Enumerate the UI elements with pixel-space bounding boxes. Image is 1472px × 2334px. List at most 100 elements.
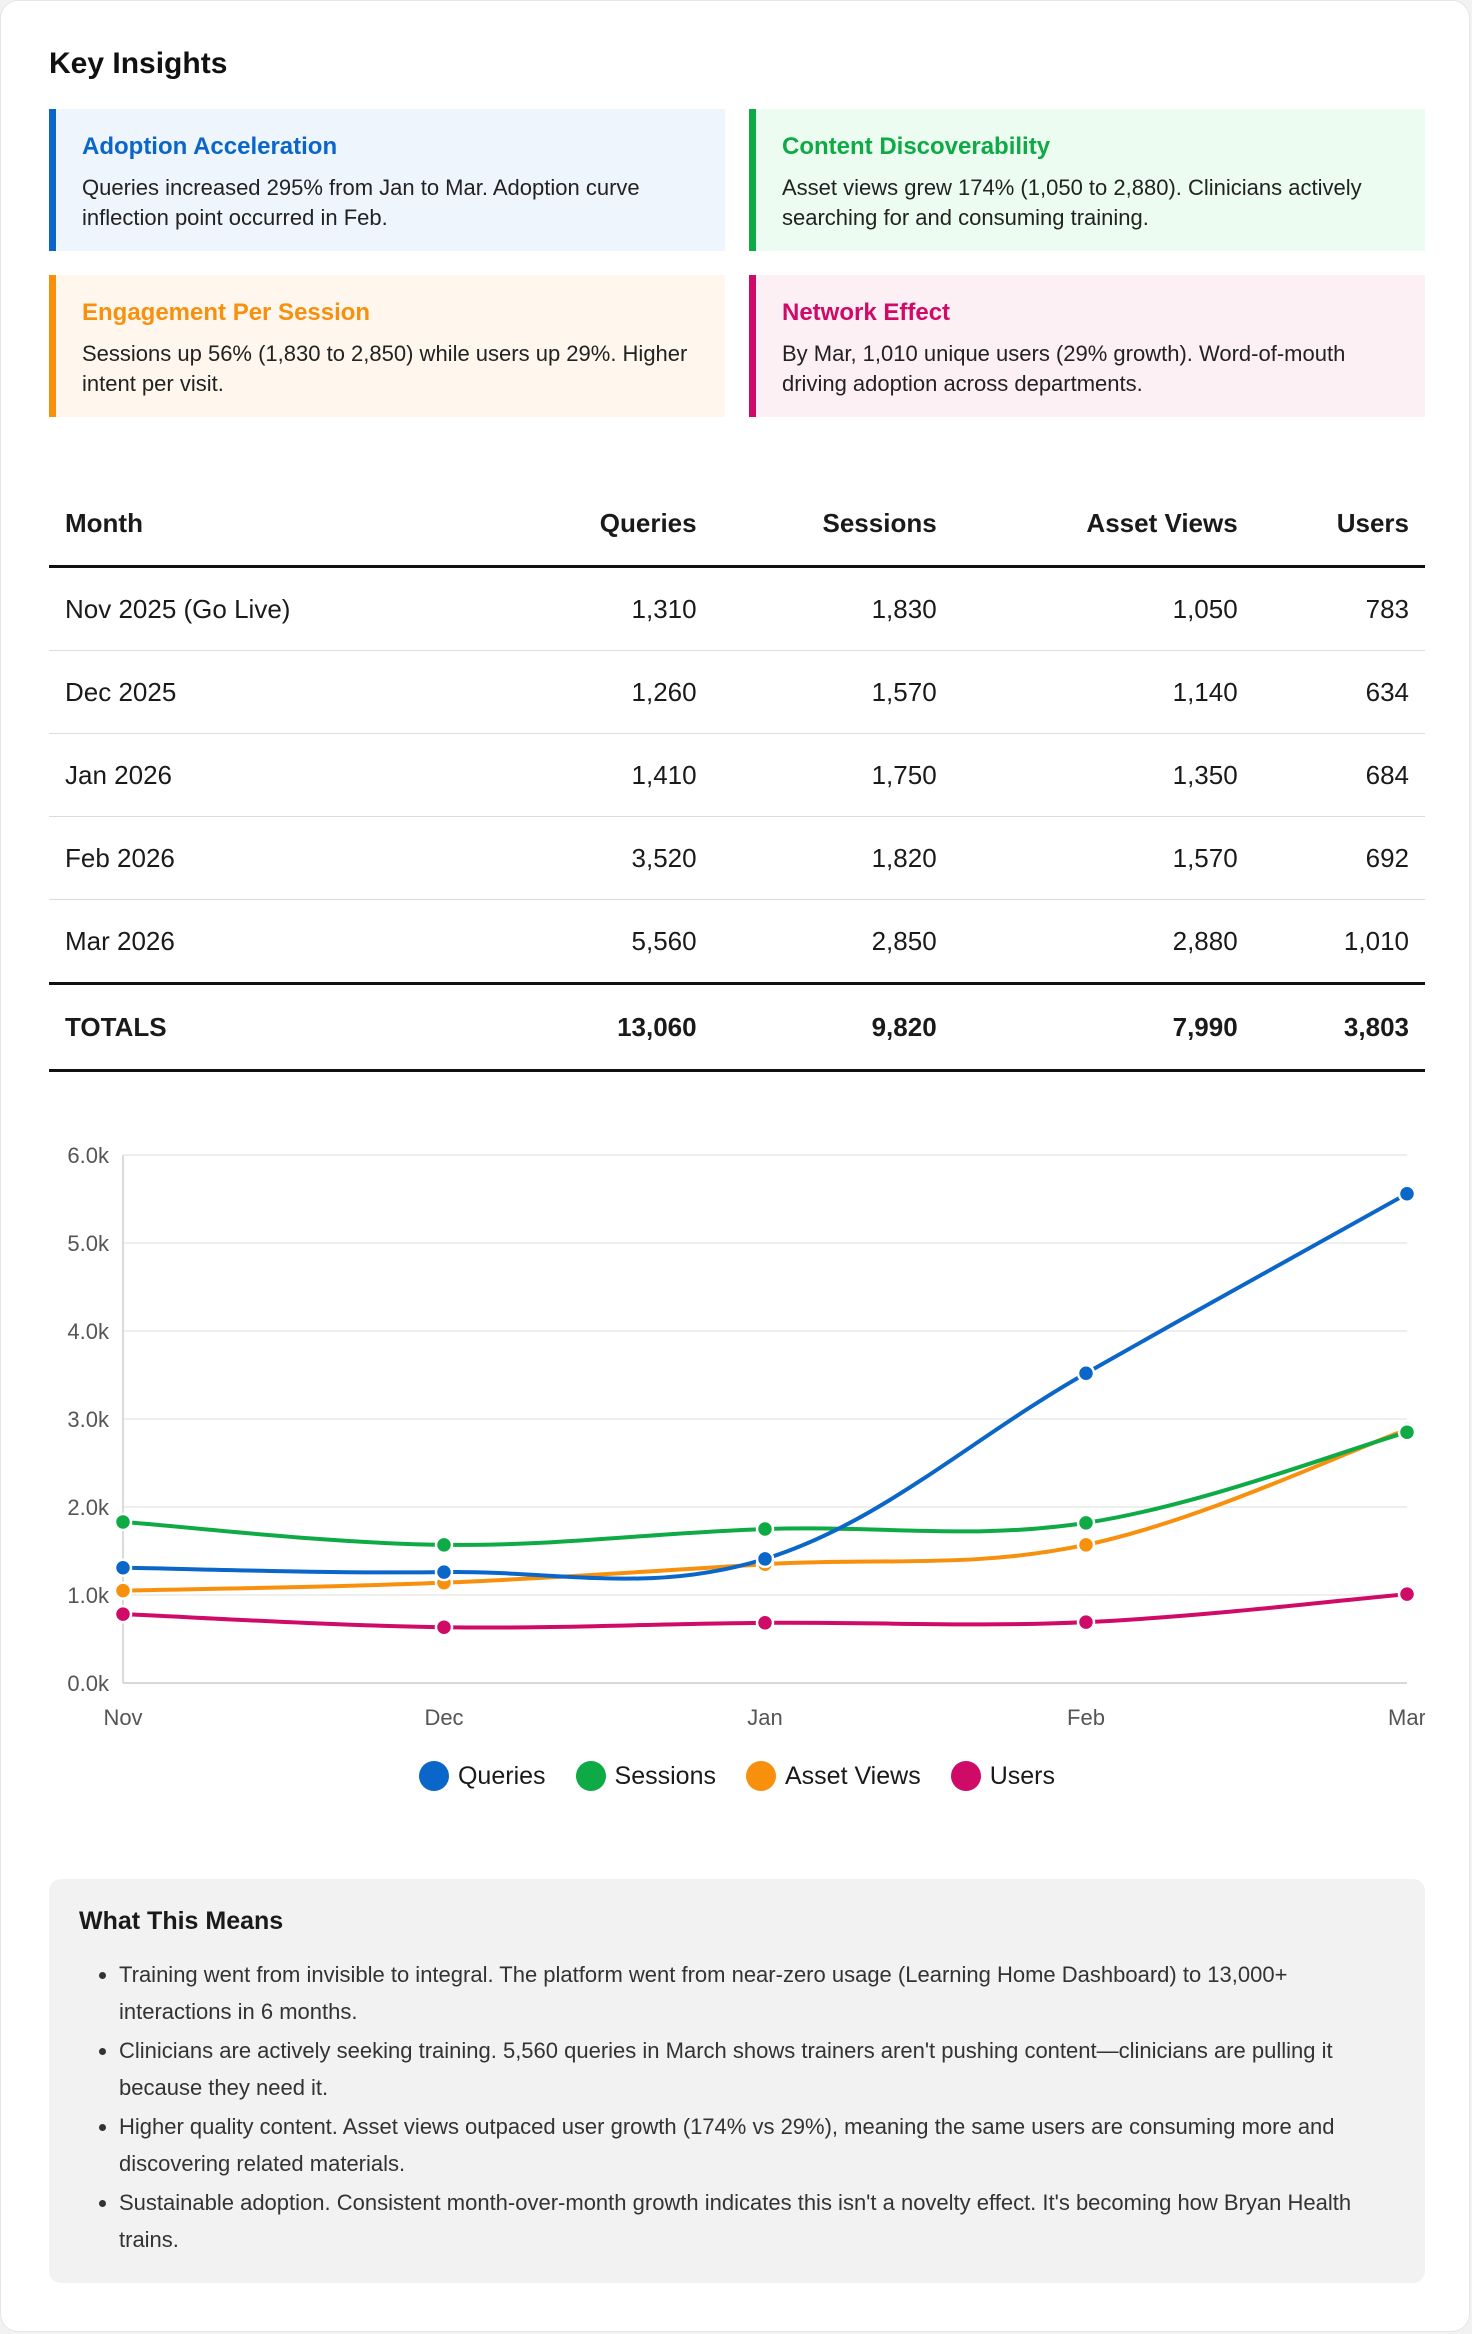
table-cell: 1,310 <box>501 566 713 651</box>
table-cell: 1,350 <box>952 733 1254 817</box>
legend-item-asset-views[interactable]: Asset Views <box>745 1761 921 1791</box>
column-header: Queries <box>501 481 713 568</box>
table-cell: 13,060 <box>501 982 713 1072</box>
data-point-queries <box>1076 1363 1096 1383</box>
data-point-users <box>755 1613 775 1633</box>
table-cell: 1,260 <box>501 650 713 734</box>
means-list: Training went from invisible to integral… <box>79 1956 1395 2258</box>
table-cell: 1,010 <box>1253 899 1425 984</box>
table-row: Jan 2026 1,410 1,750 1,350 684 <box>49 733 1425 817</box>
data-point-sessions <box>113 1512 133 1532</box>
data-point-users <box>434 1617 454 1637</box>
legend-item-users[interactable]: Users <box>950 1761 1055 1791</box>
line-chart: 0.0k 1.0k 2.0k 3.0k 4.0k 5.0k 6.0k Nov Dec Jan Feb… <box>49 1121 1425 1821</box>
data-point-queries <box>113 1558 133 1577</box>
legend-swatch <box>575 1761 606 1791</box>
y-tick-label: 1.0k <box>67 1583 110 1608</box>
table-cell: 3,803 <box>1253 982 1425 1072</box>
table-cell: Mar 2026 <box>49 899 501 984</box>
table-row: Feb 2026 3,520 1,820 1,570 692 <box>49 816 1425 900</box>
insights-grid: Adoption Acceleration Queries increased … <box>49 109 1425 417</box>
table-cell: 684 <box>1253 733 1425 817</box>
insight-card: Adoption Acceleration Queries increased … <box>49 109 725 251</box>
data-point-queries <box>755 1549 775 1569</box>
y-tick-label: 4.0k <box>67 1319 110 1344</box>
legend-swatch <box>745 1761 776 1791</box>
table-cell: Jan 2026 <box>49 733 501 817</box>
legend-label: Users <box>989 1761 1055 1790</box>
table-cell: Nov 2025 (Go Live) <box>49 566 501 651</box>
table-cell: 1,830 <box>712 566 953 651</box>
y-tick-label: 6.0k <box>67 1143 110 1168</box>
table-cell: 2,880 <box>952 899 1254 984</box>
what-this-means-panel: What This Means Training went from invis… <box>49 1879 1425 2283</box>
table-cell: TOTALS <box>49 982 501 1072</box>
insight-text: By Mar, 1,010 unique users (29% growth).… <box>782 341 1346 396</box>
y-tick-label: 5.0k <box>67 1231 110 1256</box>
data-point-sessions <box>434 1535 454 1555</box>
table-cell: 692 <box>1253 816 1425 900</box>
insight-text: Asset views grew 174% (1,050 to 2,880). … <box>782 175 1362 230</box>
table-cell: 1,570 <box>712 650 953 734</box>
list-item: Clinicians are actively seeking training… <box>119 2032 1395 2106</box>
x-tick-label: Jan <box>747 1705 782 1730</box>
data-point-asset-views <box>1076 1535 1096 1555</box>
list-item: Higher quality content. Asset views outp… <box>119 2108 1395 2182</box>
totals-row: TOTALS 13,060 9,820 7,990 3,803 <box>49 982 1425 1072</box>
data-point-queries <box>1397 1184 1417 1203</box>
column-header: Asset Views <box>952 481 1254 568</box>
table-cell: 783 <box>1253 566 1425 651</box>
legend-swatch <box>418 1761 449 1791</box>
data-point-sessions <box>1397 1422 1417 1442</box>
table-row: Dec 2025 1,260 1,570 1,140 634 <box>49 650 1425 734</box>
insight-title: Adoption Acceleration <box>82 133 338 160</box>
legend-label: Queries <box>457 1761 546 1790</box>
x-tick-label: Dec <box>424 1705 463 1730</box>
insight-card: Engagement Per Session Sessions up 56% (… <box>49 275 725 417</box>
x-tick-label: Feb <box>1067 1705 1105 1730</box>
table-cell: Dec 2025 <box>49 650 501 734</box>
data-point-asset-views <box>113 1581 133 1600</box>
legend-label: Asset Views <box>784 1761 921 1790</box>
legend-item-queries[interactable]: Queries <box>418 1761 546 1791</box>
data-point-queries <box>434 1562 454 1582</box>
table-cell: 1,140 <box>952 650 1254 734</box>
data-point-users <box>1076 1612 1096 1632</box>
key-insights-title: Key Insights <box>49 47 228 80</box>
chart-legend: Queries Sessions Asset Views Users <box>49 1761 1425 1791</box>
column-header: Sessions <box>712 481 953 568</box>
table-cell: 1,050 <box>952 566 1254 651</box>
list-item: Training went from invisible to integral… <box>119 1956 1395 2030</box>
data-point-users <box>1397 1584 1417 1604</box>
legend-swatch <box>950 1761 981 1791</box>
insight-text: Sessions up 56% (1,830 to 2,850) while u… <box>82 341 688 396</box>
insight-title: Network Effect <box>782 299 951 326</box>
y-tick-label: 3.0k <box>67 1407 110 1432</box>
data-point-sessions <box>1076 1513 1096 1533</box>
chart-plot: 0.0k 1.0k 2.0k 3.0k 4.0k 5.0k 6.0k Nov Dec Jan Feb… <box>67 1143 1425 1730</box>
table-cell: 634 <box>1253 650 1425 734</box>
insight-card: Network Effect By Mar, 1,010 unique user… <box>749 275 1425 417</box>
table-header-row: Month Queries Sessions Asset Views Users <box>49 481 1425 568</box>
insight-text: Queries increased 295% from Jan to Mar. … <box>82 175 640 230</box>
table-row: Mar 2026 5,560 2,850 2,880 1,010 <box>49 899 1425 984</box>
legend-label: Sessions <box>614 1761 716 1790</box>
column-header: Users <box>1253 481 1425 568</box>
table-row: Nov 2025 (Go Live) 1,310 1,830 1,050 783 <box>49 566 1425 651</box>
y-tick-label: 0.0k <box>67 1671 110 1696</box>
table-cell: 5,560 <box>501 899 713 984</box>
table-cell: 3,520 <box>501 816 713 900</box>
data-point-sessions <box>755 1519 775 1539</box>
list-item: Sustainable adoption. Consistent month-o… <box>119 2184 1395 2258</box>
table-cell: 2,850 <box>712 899 953 984</box>
insight-title: Content Discoverability <box>782 133 1051 160</box>
table-cell: 1,820 <box>712 816 953 900</box>
insight-card: Content Discoverability Asset views grew… <box>749 109 1425 251</box>
legend-item-sessions[interactable]: Sessions <box>575 1761 716 1791</box>
x-tick-label: Mar <box>1388 1705 1425 1730</box>
table-cell: 1,570 <box>952 816 1254 900</box>
table-cell: 1,750 <box>712 733 953 817</box>
table-cell: 1,410 <box>501 733 713 817</box>
y-tick-label: 2.0k <box>67 1495 110 1520</box>
